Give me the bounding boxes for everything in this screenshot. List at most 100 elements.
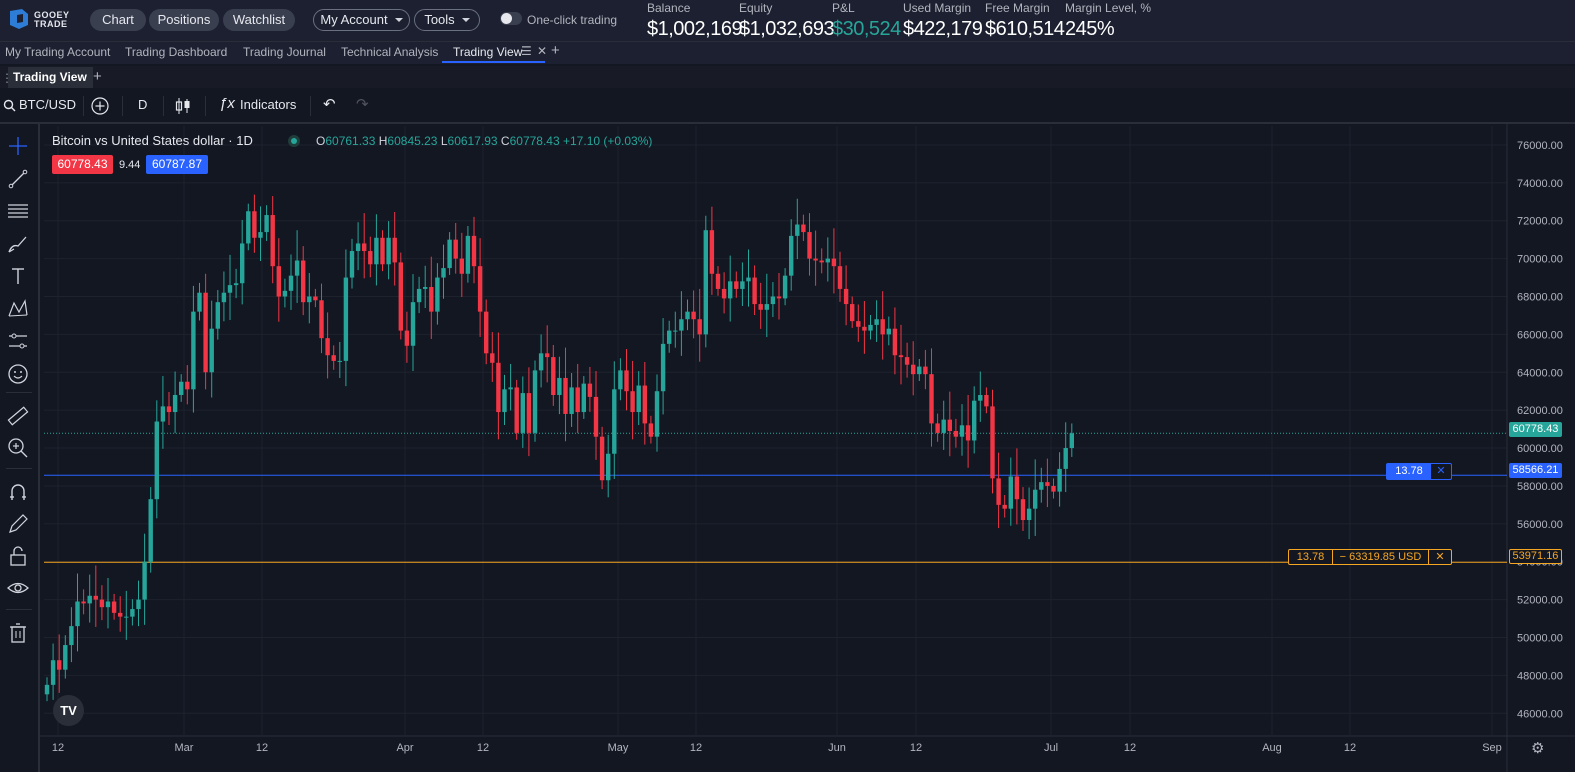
candle-body[interactable] [191, 311, 196, 390]
zoom-in-icon[interactable] [6, 436, 30, 460]
candle-body[interactable] [642, 385, 647, 424]
candle-body[interactable] [87, 595, 92, 604]
candle-body[interactable] [545, 353, 550, 358]
candle-body[interactable] [75, 601, 80, 627]
candle-body[interactable] [160, 406, 166, 422]
compare-add-icon[interactable] [91, 97, 109, 115]
candle-body[interactable] [770, 296, 776, 305]
candle-body[interactable] [301, 260, 306, 303]
candle-body[interactable] [825, 258, 830, 263]
forecast-icon[interactable] [6, 329, 30, 353]
candle-body[interactable] [953, 431, 959, 437]
candle-body[interactable] [618, 370, 623, 390]
candle-body[interactable] [368, 251, 373, 265]
candle-body[interactable] [514, 387, 519, 433]
candle-body[interactable] [130, 609, 135, 617]
candle-body[interactable] [593, 396, 599, 437]
add-tab-icon[interactable]: + [551, 42, 560, 59]
candle-body[interactable] [215, 302, 220, 329]
candle-body[interactable] [148, 499, 153, 562]
candle-body[interactable] [1014, 476, 1020, 500]
candle-body[interactable] [362, 243, 367, 252]
candle-body[interactable] [691, 311, 696, 320]
add-layout-icon[interactable]: + [93, 68, 102, 85]
candle-body[interactable] [557, 377, 562, 396]
candle-body[interactable] [941, 419, 946, 433]
candle-body[interactable] [569, 387, 574, 414]
candle-body[interactable] [331, 355, 336, 361]
nav-positions-button[interactable]: Positions [149, 9, 219, 31]
candle-body[interactable] [947, 419, 952, 431]
candle-body[interactable] [776, 296, 782, 299]
candle-body[interactable] [892, 328, 898, 356]
ruler-icon[interactable] [6, 404, 30, 428]
candle-body[interactable] [636, 385, 641, 413]
candle-body[interactable] [819, 260, 824, 263]
candle-body[interactable] [294, 260, 300, 276]
candle-body[interactable] [551, 357, 556, 396]
candle-body[interactable] [575, 387, 580, 413]
one-click-trading-toggle[interactable] [500, 12, 522, 25]
candle-body[interactable] [337, 360, 342, 362]
candle-body[interactable] [398, 262, 403, 331]
candle-body[interactable] [789, 235, 794, 276]
candle-body[interactable] [355, 243, 361, 252]
candle-body[interactable] [728, 281, 733, 299]
candle-body[interactable] [923, 366, 928, 375]
candle-body[interactable] [477, 266, 483, 312]
candle-body[interactable] [172, 395, 178, 413]
candle-body[interactable] [179, 381, 184, 396]
candle-body[interactable] [429, 287, 434, 312]
candle-body[interactable] [685, 311, 690, 320]
candle-body[interactable] [325, 338, 330, 356]
candle-body[interactable] [886, 328, 891, 335]
interval-selector[interactable]: D [138, 97, 148, 112]
candle-body[interactable] [154, 421, 159, 500]
candle-body[interactable] [386, 237, 391, 265]
candle-body[interactable] [917, 366, 922, 375]
candle-body[interactable] [660, 343, 666, 392]
tab-trading-journal[interactable]: Trading Journal [243, 45, 326, 59]
nav-watchlist-button[interactable]: Watchlist [223, 9, 295, 31]
candle-body[interactable] [715, 273, 721, 289]
candle-body[interactable] [496, 362, 501, 413]
candle-body[interactable] [410, 302, 416, 346]
candle-body[interactable] [81, 601, 86, 604]
candle-body[interactable] [502, 389, 507, 413]
candle-body[interactable] [404, 330, 410, 346]
text-icon[interactable] [6, 264, 30, 288]
candle-body[interactable] [270, 215, 275, 267]
candle-body[interactable] [221, 292, 227, 303]
draw-mode-icon[interactable] [6, 512, 30, 536]
candle-body[interactable] [740, 281, 745, 289]
candle-body[interactable] [880, 319, 885, 335]
candle-body[interactable] [721, 288, 727, 299]
candle-body[interactable] [374, 237, 379, 265]
candle-body[interactable] [227, 285, 233, 293]
candle-body[interactable] [99, 599, 105, 608]
candle-body[interactable] [1069, 433, 1074, 449]
candle-body[interactable] [746, 277, 751, 282]
candle-body[interactable] [313, 296, 318, 301]
buy-price-button[interactable]: 60787.87 [146, 155, 208, 174]
candle-body[interactable] [343, 277, 349, 361]
candle-body[interactable] [911, 364, 916, 375]
sell-price-button[interactable]: 60778.43 [52, 155, 113, 174]
candle-body[interactable] [990, 406, 995, 479]
candle-body[interactable] [782, 275, 788, 299]
candle-body[interactable] [197, 292, 202, 312]
candle-body[interactable] [380, 237, 385, 265]
candle-body[interactable] [850, 304, 855, 322]
tab-technical-analysis[interactable]: Technical Analysis [341, 45, 439, 59]
price-chart[interactable]: 76000.00 74000.00 72000.00 70000.00 68000.00… [40, 124, 1575, 772]
candle-body[interactable] [465, 235, 471, 274]
candle-body[interactable] [520, 393, 525, 433]
candle-body[interactable] [508, 387, 513, 390]
tab-trading-dashboard[interactable]: Trading Dashboard [125, 45, 228, 59]
candle-body[interactable] [837, 266, 843, 289]
pattern-icon[interactable] [6, 297, 30, 321]
candle-body[interactable] [349, 251, 355, 278]
candle-body[interactable] [599, 436, 605, 481]
candle-body[interactable] [965, 425, 971, 441]
candle-body[interactable] [673, 330, 678, 332]
